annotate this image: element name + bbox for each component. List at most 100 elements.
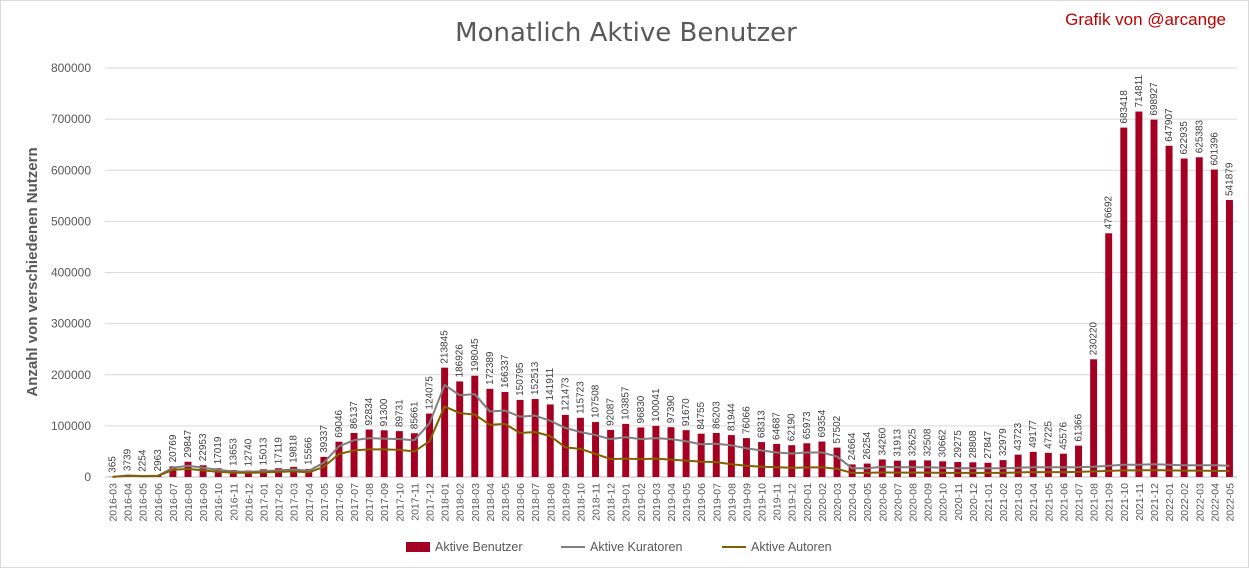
bar (1105, 233, 1112, 477)
x-tick-label: 2017-06 (334, 483, 346, 522)
data-label: 107508 (591, 384, 602, 418)
x-tick-label: 2018-04 (485, 483, 497, 522)
data-label: 39337 (319, 425, 330, 453)
x-tick-label: 2021-05 (1043, 483, 1055, 522)
chart-title: Monatlich Aktive Benutzer (455, 18, 797, 48)
x-tick-label: 2017-07 (349, 483, 361, 522)
x-tick-label: 2022-02 (1179, 483, 1191, 522)
x-tick-label: 2022-03 (1194, 483, 1206, 522)
data-label: 57502 (832, 415, 843, 443)
y-tick-label: 0 (84, 470, 91, 484)
bar (1030, 452, 1037, 477)
data-label: 29275 (953, 430, 964, 458)
bar (683, 430, 690, 477)
bar (698, 434, 705, 477)
data-label: 198045 (470, 338, 481, 372)
data-label: 85661 (409, 401, 420, 429)
x-tick-label: 2020-08 (907, 483, 919, 522)
data-label: 15013 (258, 437, 269, 465)
bar (894, 461, 901, 477)
y-axis-ticks: 0100000200000300000400000500000600000700… (51, 61, 91, 484)
x-tick-label: 2017-09 (379, 483, 391, 522)
data-label: 15566 (304, 437, 315, 465)
data-label: 2963 (153, 449, 164, 472)
bar (969, 462, 976, 477)
x-tick-label: 2016-12 (243, 483, 255, 522)
x-tick-label: 2018-10 (575, 483, 587, 522)
legend-label: Aktive Benutzer (435, 540, 523, 554)
x-tick-label: 2022-05 (1224, 483, 1236, 522)
bar (879, 459, 886, 477)
x-tick-label: 2018-08 (545, 483, 557, 522)
x-tick-label: 2020-07 (892, 483, 904, 522)
data-label: 476692 (1104, 195, 1115, 229)
data-label: 17019 (213, 436, 224, 464)
data-label: 150795 (515, 362, 526, 396)
data-label: 186926 (455, 344, 466, 378)
x-tick-label: 2019-07 (711, 483, 723, 522)
bar (471, 376, 478, 477)
bar (396, 431, 403, 477)
data-label: 97390 (666, 395, 677, 423)
x-tick-label: 2021-08 (1089, 483, 1101, 522)
data-label: 69046 (334, 409, 345, 437)
data-label: 45576 (1058, 421, 1069, 449)
bar (486, 389, 493, 477)
bar (532, 399, 539, 477)
x-tick-label: 2019-03 (651, 483, 663, 522)
x-tick-label: 2019-12 (787, 483, 799, 522)
data-label: 89731 (394, 399, 405, 427)
y-tick-label: 500000 (51, 214, 91, 228)
x-tick-label: 2016-03 (108, 483, 120, 522)
data-label: 32979 (998, 428, 1009, 456)
x-tick-label: 2019-06 (696, 483, 708, 522)
data-label: 81944 (726, 403, 737, 431)
data-label: 365 (108, 456, 119, 473)
bar (622, 424, 629, 477)
bar (652, 426, 659, 477)
legend-swatch (406, 542, 430, 552)
data-label: 92834 (364, 397, 375, 425)
bar (547, 404, 554, 477)
x-tick-label: 2021-02 (998, 483, 1010, 522)
x-tick-label: 2018-05 (500, 483, 512, 522)
data-label: 213845 (440, 330, 451, 364)
x-tick-label: 2021-07 (1074, 483, 1086, 522)
x-tick-label: 2022-04 (1209, 483, 1221, 522)
data-label: 683418 (1119, 90, 1130, 124)
x-tick-label: 2021-09 (1104, 483, 1116, 522)
x-tick-label: 2019-01 (621, 483, 633, 522)
data-label: 27847 (983, 431, 994, 459)
data-label: 84755 (696, 401, 707, 429)
x-tick-label: 2021-11 (1134, 483, 1146, 521)
data-label: 34260 (877, 427, 888, 455)
data-label: 91670 (681, 398, 692, 426)
x-tick-label: 2021-03 (1013, 483, 1025, 522)
x-tick-label: 2020-02 (817, 483, 829, 522)
data-label: 152513 (530, 361, 541, 395)
x-tick-label: 2019-10 (757, 483, 769, 522)
data-label: 17119 (274, 437, 285, 465)
x-tick-label: 2020-12 (968, 483, 980, 522)
x-tick-label: 2018-07 (530, 483, 542, 522)
data-label: 115723 (575, 381, 586, 414)
bar (1015, 455, 1022, 477)
x-tick-label: 2020-01 (802, 483, 814, 522)
y-tick-label: 600000 (51, 163, 91, 177)
data-label: 62190 (787, 413, 798, 441)
bar (743, 438, 750, 477)
bar (924, 460, 931, 477)
x-tick-label: 2016-06 (153, 483, 165, 522)
bar (1135, 112, 1142, 477)
x-tick-label: 2017-02 (274, 483, 286, 522)
y-tick-label: 200000 (51, 368, 91, 382)
x-tick-label: 2020-11 (953, 483, 965, 521)
x-tick-label: 2019-05 (681, 483, 693, 522)
data-label: 698927 (1149, 82, 1160, 116)
data-label: 19818 (289, 435, 300, 463)
bar (1090, 359, 1097, 477)
x-tick-label: 2020-06 (877, 483, 889, 522)
x-tick-label: 2017-03 (289, 483, 301, 522)
